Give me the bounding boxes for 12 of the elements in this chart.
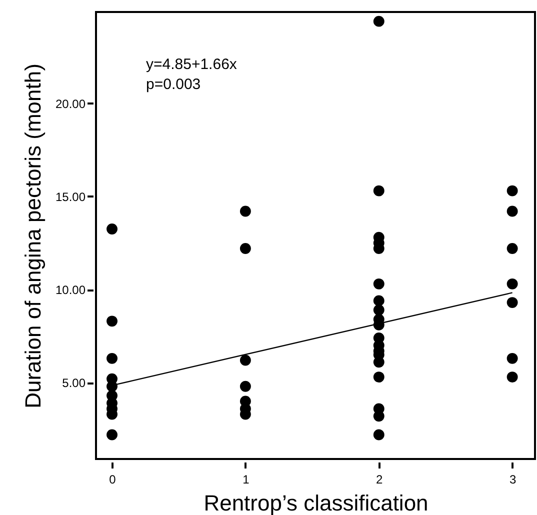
x-tick-label: 3 — [509, 472, 516, 486]
y-tick-label: 10.00 — [55, 283, 86, 298]
annotation: p=0.003 — [146, 76, 201, 93]
annotation: y=4.85+1.66x — [146, 56, 238, 73]
x-tick-label: 1 — [242, 472, 250, 486]
y-tick-label: 15.00 — [55, 190, 86, 204]
y-tick-label: 5.00 — [62, 376, 86, 390]
y-tick-label: 20.00 — [55, 96, 86, 111]
x-tick-label: 2 — [376, 472, 384, 486]
y-axis-title: Duration of angina pectoris (month) — [20, 64, 46, 408]
x-axis-title: Rentrop’s classification — [204, 490, 428, 515]
x-tick-label: 0 — [109, 472, 116, 486]
